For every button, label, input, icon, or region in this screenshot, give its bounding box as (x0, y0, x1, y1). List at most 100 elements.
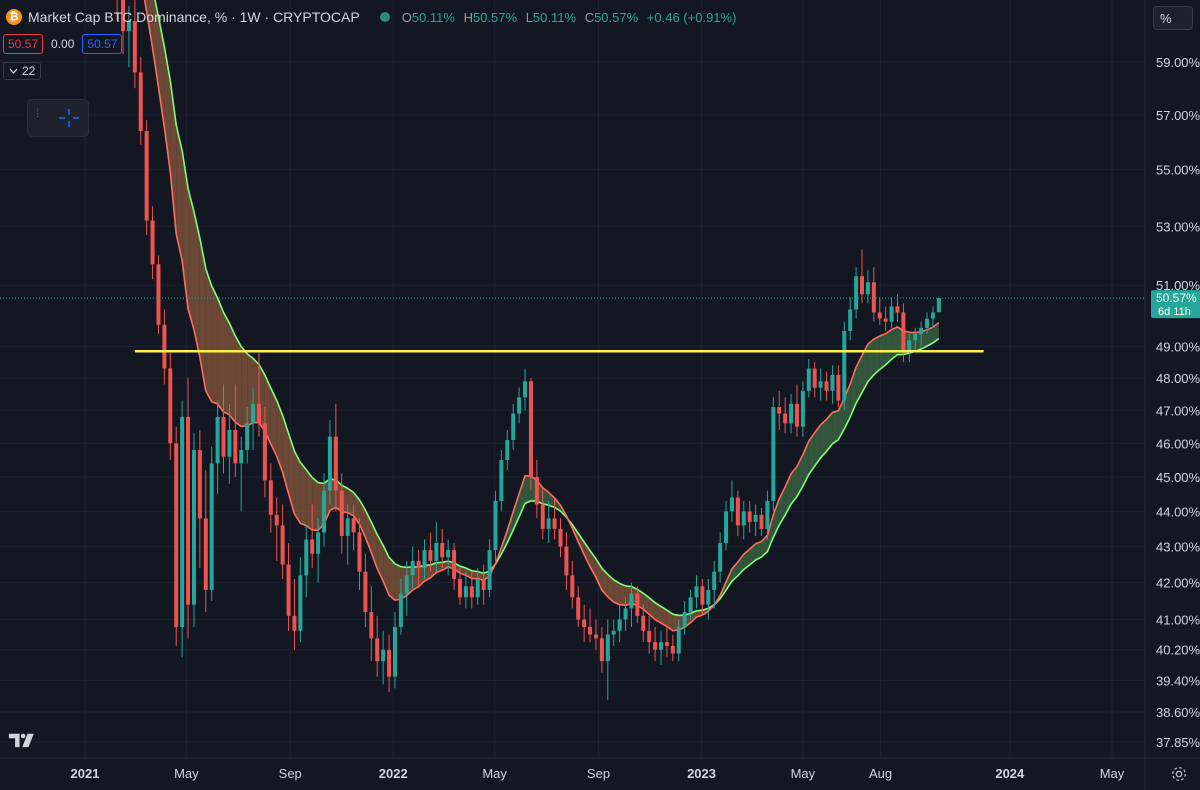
candle (925, 312, 930, 335)
candle-body (381, 649, 386, 662)
ma-ribbon-segment (347, 488, 354, 516)
scale-mode-button[interactable]: % (1153, 6, 1193, 30)
buy-button[interactable]: 50.57 (82, 34, 123, 54)
candle (481, 564, 486, 605)
floating-toolbar[interactable]: ⁞ (27, 99, 89, 137)
candle-body (121, 0, 126, 32)
candle (534, 460, 539, 519)
candle (706, 578, 711, 620)
candle-body (392, 627, 397, 677)
candle-body (854, 276, 859, 310)
candle-body (339, 490, 344, 536)
candle-body (907, 340, 912, 353)
candle (735, 490, 740, 536)
ma-ribbon-segment (144, 0, 147, 12)
ma-ribbon-segment (235, 336, 242, 427)
candle-body (830, 374, 835, 391)
y-tick-label: 46.00% (1156, 436, 1200, 451)
candle-body (913, 334, 918, 341)
drag-handle-icon[interactable]: ⁞ (36, 106, 42, 120)
candle-body (936, 298, 941, 313)
candle-body (895, 306, 900, 313)
ma-ribbon-segment (584, 542, 591, 567)
candle (121, 0, 126, 55)
candle (694, 575, 699, 609)
candle (339, 473, 344, 554)
change-value: +0.46 (+0.91%) (646, 9, 737, 25)
candle (422, 539, 427, 579)
candle (505, 430, 510, 471)
spread-value: 0.00 (51, 37, 75, 51)
ma-ribbon-segment (211, 286, 218, 405)
ma-ribbon-segment (832, 410, 839, 444)
candle-body (191, 449, 196, 605)
candle (440, 528, 445, 569)
candle-body (617, 619, 622, 631)
y-tick-label: 43.00% (1156, 540, 1200, 555)
candle-body (209, 463, 214, 590)
y-tick-label: 44.00% (1156, 504, 1200, 519)
candle (930, 306, 935, 328)
candle-body (280, 525, 285, 565)
candle (292, 578, 297, 650)
candle (741, 500, 746, 540)
crosshair-icon[interactable] (58, 108, 80, 128)
symbol-title[interactable]: Market Cap BTC Dominance, % · 1W · CRYPT… (28, 9, 360, 25)
y-tick-label: 38.60% (1156, 705, 1200, 720)
candle-body (676, 627, 681, 654)
candle (641, 604, 646, 643)
candle (369, 586, 374, 662)
trade-panel: 50.57 0.00 50.57 (3, 34, 123, 54)
candle-body (706, 589, 711, 605)
candle-body (215, 416, 220, 464)
candle-body (357, 532, 362, 572)
candle-body (410, 560, 415, 576)
candle-body (481, 578, 486, 590)
candle (280, 504, 285, 579)
candle-body (593, 634, 598, 639)
candle-body (818, 381, 823, 388)
ma-ribbon-segment (353, 492, 360, 525)
ma-ribbon-segment (270, 387, 277, 457)
candle (434, 521, 439, 572)
candle (262, 407, 267, 498)
last-price-label: 50.57% (1156, 291, 1197, 305)
candle (658, 630, 663, 666)
ma-ribbon-segment (199, 238, 206, 391)
ma-ribbon-segment (791, 466, 797, 505)
candle-body (197, 449, 202, 519)
candle (191, 433, 196, 628)
candle (327, 420, 332, 505)
candle-body (327, 436, 332, 491)
candle-body (256, 403, 261, 424)
gear-icon[interactable] (1170, 765, 1188, 783)
ma-ribbon-segment (229, 323, 236, 423)
candle-body (398, 593, 403, 628)
candle-body (322, 490, 327, 533)
ma-ribbon-segment (193, 211, 200, 358)
candle-body (469, 586, 474, 598)
candle-body (168, 368, 173, 444)
candle (588, 608, 593, 643)
candle-body (245, 423, 250, 450)
ma-ribbon-segment (306, 469, 313, 530)
indicators-toggle[interactable]: 22 (3, 62, 42, 80)
candle (599, 627, 604, 673)
candle-body (523, 381, 528, 398)
sell-button[interactable]: 50.57 (3, 34, 44, 54)
ma-ribbon-segment (655, 602, 661, 624)
candle (174, 426, 179, 646)
ma-ribbon-segment (726, 568, 732, 591)
candle (162, 309, 167, 385)
ma-ribbon-segment (158, 16, 165, 128)
candle (475, 568, 480, 605)
candle-body (883, 318, 888, 322)
x-tick-label: Sep (279, 766, 302, 781)
candle-body (777, 407, 782, 414)
x-tick-label: 2023 (687, 766, 716, 781)
candle (753, 504, 758, 536)
candle (132, 0, 137, 89)
candle (511, 403, 516, 450)
candle-body (404, 575, 409, 594)
